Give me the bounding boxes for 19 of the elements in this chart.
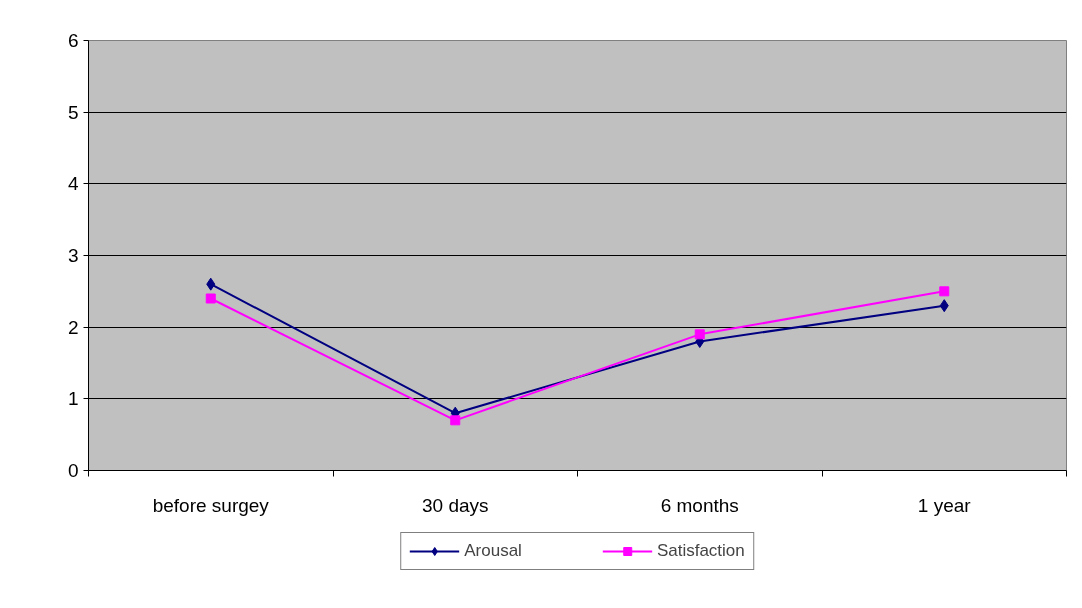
y-tick-label: 6 (67, 30, 79, 51)
point (205, 293, 216, 304)
legend-label: Satisfaction (656, 541, 745, 561)
x-tick-label: 1 year (917, 494, 972, 516)
y-tick-label: 2 (67, 316, 79, 338)
y-tick-label: 5 (67, 101, 79, 123)
x-tick-label: before surgey (152, 494, 270, 516)
legend-label: Arousal (464, 541, 522, 561)
x-tick-label: 6 months (660, 494, 739, 516)
point (450, 415, 461, 426)
point (206, 277, 216, 291)
y-tick-label: 4 (67, 173, 79, 195)
y-tick-label: 3 (67, 245, 79, 266)
point (939, 286, 950, 297)
y-tick-label: 1 (67, 388, 79, 410)
point (939, 299, 949, 313)
point (694, 329, 705, 340)
x-tick-label: 30 days (421, 494, 489, 516)
y-tick-label: 0 (67, 460, 79, 481)
